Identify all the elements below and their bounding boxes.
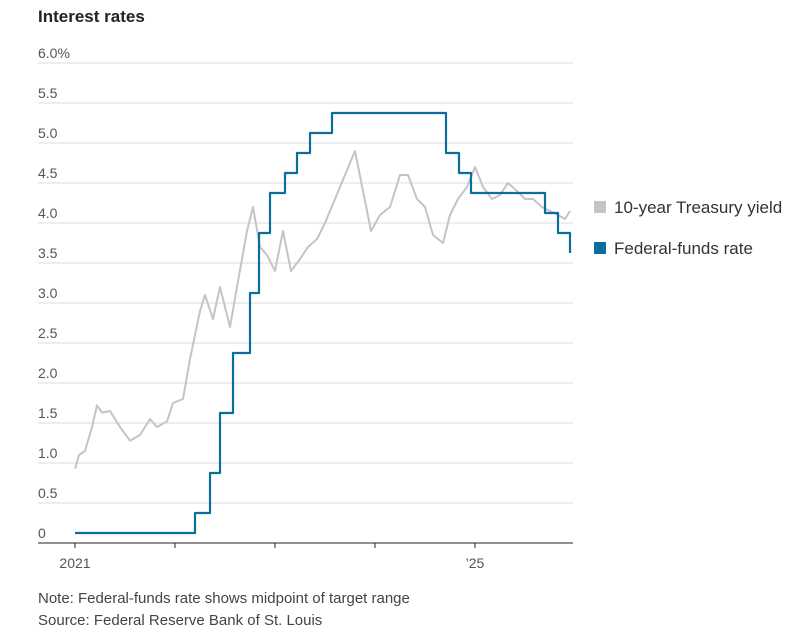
- legend-label: 10-year Treasury yield: [614, 198, 782, 217]
- y-tick-label: 2.0: [38, 365, 58, 381]
- chart-title: Interest rates: [38, 7, 145, 26]
- x-tick-label: 2021: [59, 555, 90, 571]
- x-tick-label: ’25: [466, 555, 485, 571]
- y-tick-label: 5.0: [38, 125, 58, 141]
- y-tick-label: 6.0%: [38, 45, 70, 61]
- series-line: [74, 150, 571, 469]
- y-tick-label: 3.5: [38, 245, 58, 261]
- y-tick-label: 5.5: [38, 85, 58, 101]
- y-tick-label: 4.0: [38, 205, 58, 221]
- y-tick-label: 3.0: [38, 285, 58, 301]
- note: Note: Federal-funds rate shows midpoint …: [38, 590, 410, 607]
- legend-swatch: [594, 242, 606, 254]
- y-tick-label: 4.5: [38, 165, 58, 181]
- y-tick-label: 1.5: [38, 405, 58, 421]
- y-tick-label: 2.5: [38, 325, 58, 341]
- legend-swatch: [594, 201, 606, 213]
- source: Source: Federal Reserve Bank of St. Loui…: [38, 612, 322, 629]
- legend-label: Federal-funds rate: [614, 239, 753, 258]
- y-tick-label: 0.5: [38, 485, 58, 501]
- y-tick-label: 1.0: [38, 445, 58, 461]
- y-tick-label: 0: [38, 525, 46, 541]
- series-line: [75, 111, 572, 535]
